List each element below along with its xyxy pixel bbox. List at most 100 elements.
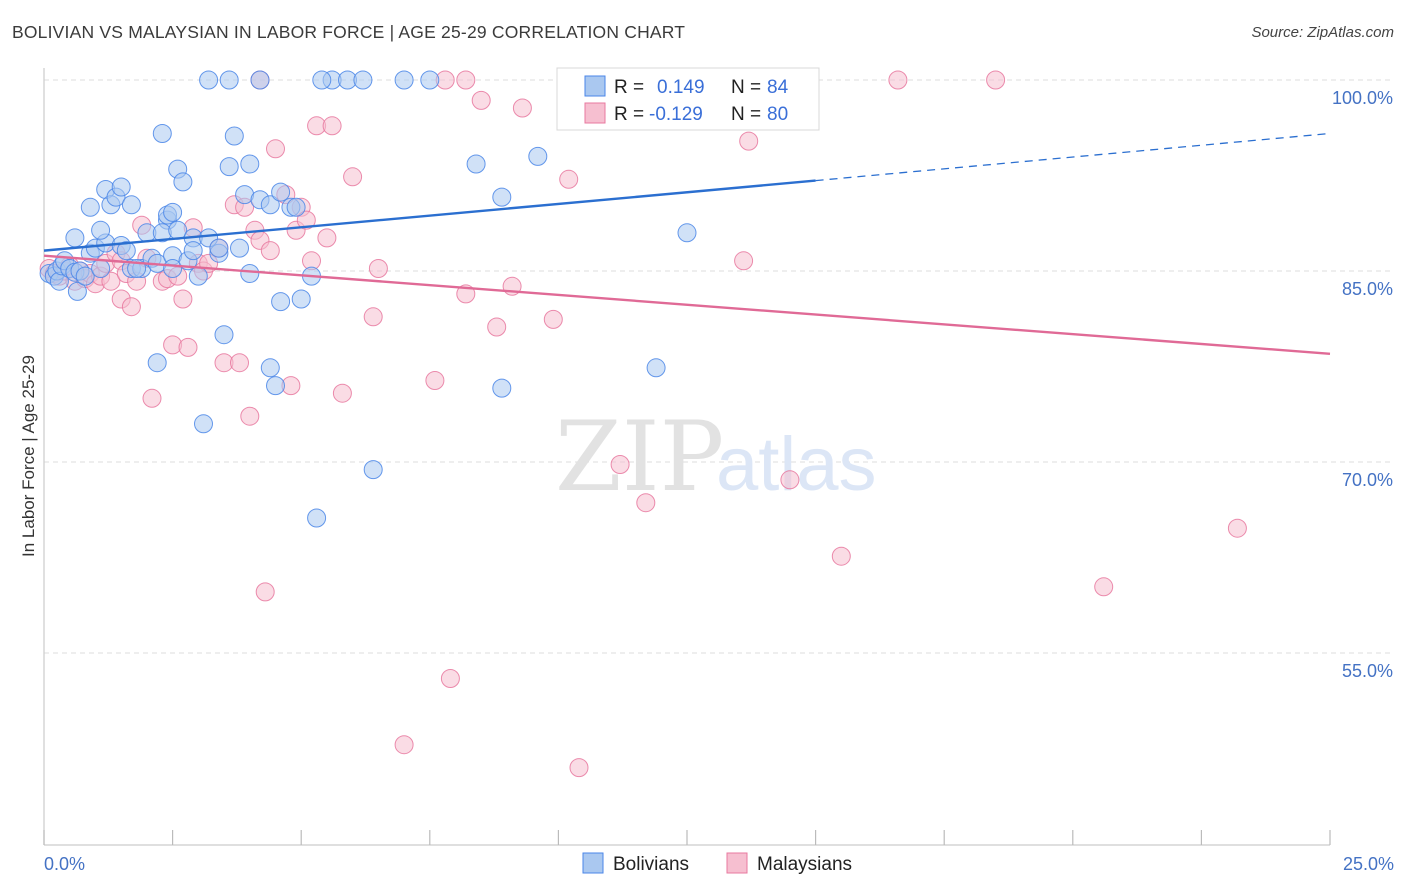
malaysian-point — [831, 546, 851, 566]
y-axis-label: In Labor Force | Age 25-29 — [19, 355, 38, 557]
malaysian-point — [440, 669, 460, 688]
legend-n-value-malaysians: 80 — [767, 104, 788, 125]
malaysian-point — [986, 70, 1006, 90]
stats-legend: R = 0.149 N = 84 R = -0.129 N = 80 — [556, 67, 820, 131]
bolivian-point — [307, 508, 327, 528]
malaysian-point — [739, 131, 759, 151]
bolivian-point — [116, 241, 136, 261]
malaysian-point — [332, 383, 352, 403]
malaysian-point — [1227, 518, 1247, 538]
malaysian-trend-line — [43, 254, 1331, 355]
bolivian-point — [209, 238, 229, 258]
legend-r-value-malaysians: -0.129 — [649, 104, 703, 125]
bolivian-point — [363, 460, 383, 480]
series-legend: Bolivians Malaysians — [582, 852, 852, 875]
bolivian-point — [312, 70, 332, 90]
malaysian-point — [343, 167, 363, 187]
malaysian-point — [121, 297, 141, 317]
bolivian-point — [492, 187, 512, 207]
malaysian-point — [610, 455, 630, 474]
y-tick-label: 100.0% — [1332, 88, 1393, 108]
legend-r-label-2: R = — [614, 104, 644, 125]
bolivian-point — [219, 157, 239, 177]
series-legend-label-bolivians: Bolivians — [613, 854, 689, 875]
bolivian-point — [147, 353, 167, 373]
malaysian-point — [487, 317, 507, 337]
malaysian-point — [456, 70, 476, 90]
bolivian-point — [214, 325, 234, 345]
bolivian-point — [260, 195, 280, 215]
bolivian-point — [271, 182, 291, 202]
y-tick-labels: 100.0% 85.0% 70.0% 55.0% — [1332, 88, 1393, 681]
bolivian-point — [353, 70, 373, 90]
legend-n-value-bolivians: 84 — [767, 77, 789, 98]
malaysian-point — [317, 228, 337, 248]
trend-lines — [43, 132, 1331, 355]
bolivian-point — [219, 70, 239, 90]
bolivian-point — [291, 289, 311, 309]
bolivian-point — [230, 238, 249, 258]
bolivian-point — [121, 195, 141, 215]
bolivian-point — [528, 146, 548, 166]
source-label: Source: ZipAtlas.com — [1251, 24, 1394, 41]
bolivian-point — [420, 70, 440, 90]
malaysian-point — [512, 98, 532, 118]
data-points — [39, 70, 1247, 778]
malaysian-point — [178, 337, 198, 357]
bolivian-point — [240, 264, 260, 283]
legend-r-value-bolivians: 0.149 — [657, 77, 705, 98]
y-tick-label: 55.0% — [1342, 661, 1393, 681]
bolivian-point — [75, 266, 95, 286]
x-tick-label-min: 0.0% — [44, 854, 85, 874]
bolivian-point — [111, 177, 131, 197]
bolivian-point — [646, 358, 666, 378]
legend-n-label-1: N = — [731, 77, 761, 98]
malaysian-point — [322, 116, 342, 136]
bolivian-point — [163, 202, 183, 222]
y-tick-label: 85.0% — [1342, 279, 1393, 299]
malaysian-point — [888, 70, 908, 90]
bolivian-point — [173, 172, 193, 192]
bolivian-point — [266, 376, 285, 396]
malaysian-point — [230, 353, 249, 373]
legend-r-label-1: R = — [614, 77, 644, 98]
bolivian-point — [260, 358, 280, 378]
bolivian-point — [188, 266, 208, 286]
malaysian-point — [296, 210, 316, 230]
bolivian-point — [224, 126, 244, 146]
bolivian-point — [492, 378, 512, 398]
bolivian-point — [394, 70, 414, 90]
malaysian-point — [255, 582, 275, 602]
malaysian-point — [734, 251, 754, 271]
bolivian-point — [183, 241, 203, 261]
legend-swatch-malaysians — [584, 102, 606, 124]
bolivian-point — [240, 154, 260, 174]
bolivian-point — [677, 223, 697, 243]
malaysian-point — [101, 271, 121, 291]
bolivian-point — [152, 124, 172, 143]
bolivian-point — [67, 281, 87, 301]
legend-swatch-bolivians — [584, 75, 606, 97]
malaysian-point — [543, 309, 563, 329]
malaysian-point — [394, 735, 414, 755]
malaysian-point — [368, 259, 388, 278]
legend-n-label-2: N = — [731, 104, 761, 125]
x-ticks — [43, 830, 1331, 845]
malaysian-point — [363, 307, 383, 327]
malaysian-point — [1094, 577, 1114, 597]
malaysian-point — [266, 139, 285, 159]
malaysian-point — [559, 169, 579, 189]
bolivian-trend-extension — [815, 132, 1331, 182]
malaysian-point — [569, 758, 589, 778]
series-legend-label-malaysians: Malaysians — [757, 854, 852, 875]
bolivian-point — [466, 154, 486, 174]
y-tick-label: 70.0% — [1342, 470, 1393, 490]
bolivian-point — [91, 220, 111, 240]
watermark-zip: ZIP — [555, 401, 724, 513]
malaysian-point — [425, 371, 445, 390]
malaysian-point — [636, 493, 656, 513]
bolivian-point — [65, 228, 85, 248]
chart-title: BOLIVIAN VS MALAYSIAN IN LABOR FORCE | A… — [12, 22, 686, 42]
malaysian-point — [780, 470, 800, 490]
